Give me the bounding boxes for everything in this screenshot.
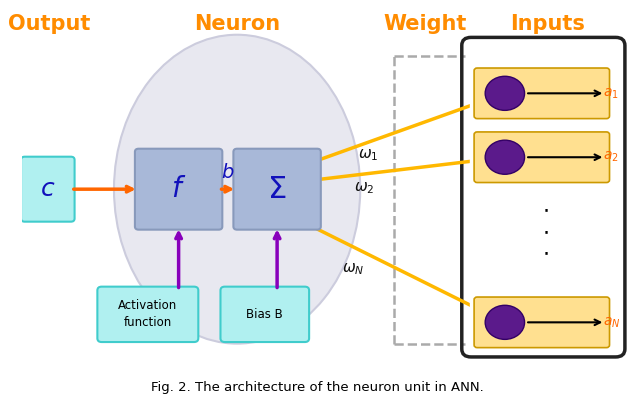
- Text: $b$: $b$: [221, 163, 235, 181]
- FancyBboxPatch shape: [135, 149, 222, 230]
- Text: Inputs: Inputs: [511, 14, 586, 34]
- Text: $f$: $f$: [171, 175, 186, 203]
- Circle shape: [485, 305, 525, 339]
- Ellipse shape: [114, 35, 360, 343]
- Text: $\cdot$: $\cdot$: [541, 243, 548, 263]
- FancyBboxPatch shape: [474, 68, 609, 119]
- Text: $\cdot$: $\cdot$: [541, 200, 548, 220]
- Text: $c$: $c$: [40, 177, 56, 201]
- FancyBboxPatch shape: [220, 287, 309, 342]
- FancyBboxPatch shape: [97, 287, 198, 342]
- Text: Neuron: Neuron: [194, 14, 280, 34]
- Circle shape: [485, 76, 525, 110]
- FancyBboxPatch shape: [21, 157, 75, 222]
- FancyBboxPatch shape: [474, 297, 609, 347]
- Text: $a_2$: $a_2$: [604, 150, 619, 164]
- Text: Output: Output: [8, 14, 90, 34]
- Text: $\cdot$: $\cdot$: [541, 222, 548, 242]
- Text: Bias B: Bias B: [246, 308, 283, 321]
- Text: $\omega_N$: $\omega_N$: [342, 261, 364, 277]
- Text: Activation
function: Activation function: [118, 299, 177, 329]
- Text: Weight: Weight: [383, 14, 467, 34]
- FancyBboxPatch shape: [474, 132, 609, 183]
- Text: $\Sigma$: $\Sigma$: [268, 175, 287, 204]
- Text: Fig. 2. The architecture of the neuron unit in ANN.: Fig. 2. The architecture of the neuron u…: [151, 381, 483, 394]
- Text: $a_N$: $a_N$: [604, 315, 621, 330]
- FancyBboxPatch shape: [234, 149, 321, 230]
- Polygon shape: [470, 56, 502, 338]
- Text: $a_1$: $a_1$: [604, 86, 619, 100]
- Text: $\omega_2$: $\omega_2$: [354, 180, 374, 196]
- Text: $\omega_1$: $\omega_1$: [358, 147, 379, 163]
- Circle shape: [485, 140, 525, 174]
